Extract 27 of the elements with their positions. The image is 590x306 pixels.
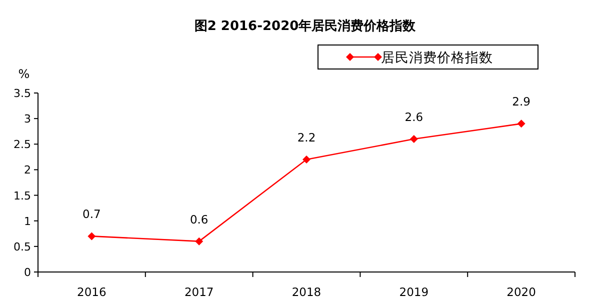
data-label: 2.9 <box>512 94 530 109</box>
x-tick-label: 2019 <box>399 285 429 299</box>
y-tick-label: 2 <box>24 164 31 177</box>
point <box>517 120 526 128</box>
y-tick-label: 1.5 <box>14 189 31 202</box>
y-tick-label: 0.5 <box>14 240 31 254</box>
x-tick-label: 2017 <box>184 285 214 299</box>
y-tick-label: 2.5 <box>14 138 31 152</box>
point <box>410 135 418 144</box>
point <box>302 155 310 164</box>
y-axis-title: % <box>18 67 30 81</box>
data-label: 0.6 <box>190 212 208 226</box>
point <box>88 232 96 240</box>
x-tick-label: 2016 <box>77 285 106 299</box>
x-tick-label: 2018 <box>292 285 322 299</box>
legend: 居民消费价格指数 <box>318 44 538 70</box>
data-label: 2.6 <box>404 110 424 124</box>
point <box>195 237 204 246</box>
data-label: 2.2 <box>297 130 316 144</box>
chart-title: 图2 2016-2020年居民消费价格指数 <box>194 19 417 34</box>
data-label: 0.7 <box>82 207 101 222</box>
legend-label: 居民消费价格指数 <box>381 50 493 66</box>
x-tick-label: 2020 <box>506 285 536 299</box>
y-tick-label: 1 <box>24 214 31 228</box>
y-tick-label: 0 <box>24 266 31 279</box>
y-tick-label: 3 <box>24 112 31 126</box>
y-tick-label: 3.5 <box>14 87 31 100</box>
